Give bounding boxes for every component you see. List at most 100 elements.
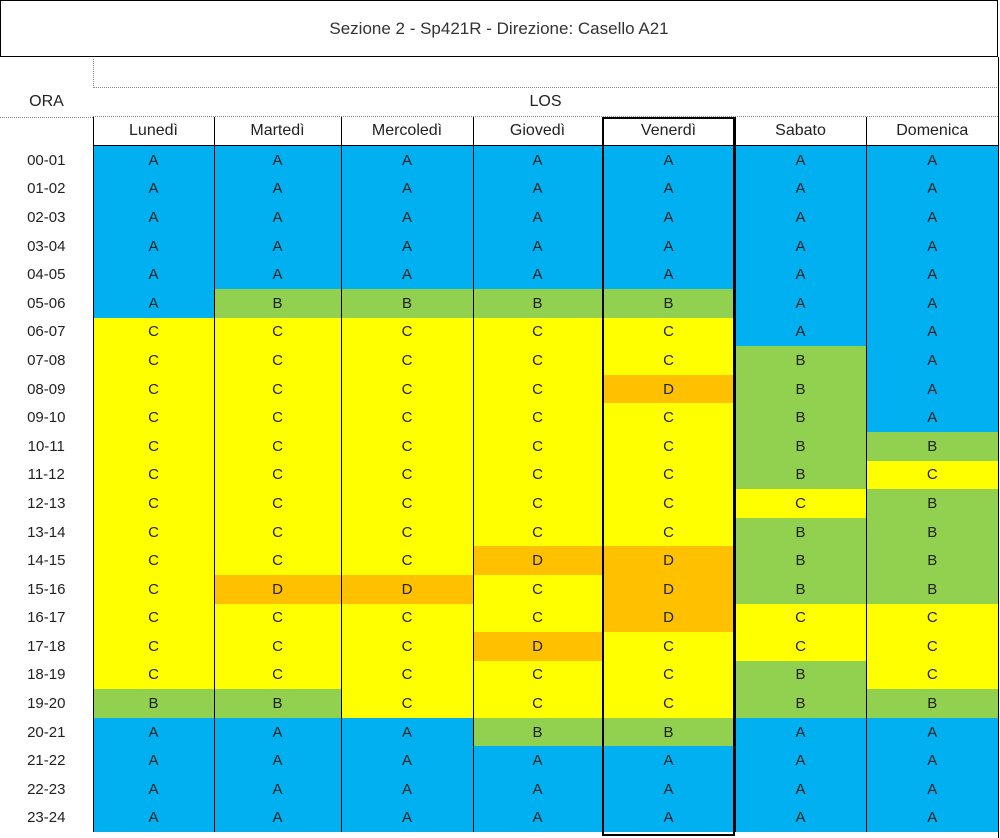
table-row: 21-22 A A A A A A A: [0, 746, 998, 776]
los-cell: A: [92, 145, 214, 175]
los-cell: C: [340, 546, 473, 575]
los-cell: A: [213, 231, 341, 261]
header-spacer: [93, 59, 999, 88]
los-cell: C: [472, 374, 602, 404]
los-cell: C: [472, 403, 602, 432]
los-cell: C: [865, 660, 998, 690]
los-cell: A: [213, 746, 341, 776]
hour-label: 00-01: [27, 151, 66, 169]
los-cell: C: [472, 517, 602, 547]
los-cell: A: [601, 174, 735, 204]
los-cell: C: [92, 632, 214, 661]
los-cell: C: [340, 603, 473, 633]
los-cell: C: [601, 660, 735, 690]
los-cell: A: [601, 775, 735, 804]
los-cell: C: [601, 403, 735, 432]
los-cell: A: [734, 317, 866, 347]
hour-label: 14-15: [27, 552, 66, 570]
los-cell: A: [865, 260, 998, 289]
los-cell: C: [472, 346, 602, 375]
ora-header: ORA: [29, 93, 64, 110]
los-cell: C: [92, 546, 214, 575]
los-cell: C: [92, 317, 214, 347]
los-cell: B: [734, 689, 866, 718]
los-cell: A: [92, 260, 214, 289]
los-cell: C: [340, 489, 473, 518]
los-cell: A: [213, 260, 341, 289]
hour-label: 10-11: [27, 437, 65, 455]
day-header: Domenica: [865, 117, 998, 146]
los-cell: A: [340, 145, 473, 175]
los-cell: A: [213, 145, 341, 175]
los-cell: A: [601, 260, 735, 289]
los-cell: A: [865, 374, 998, 404]
los-cell: A: [340, 203, 473, 232]
los-cell: C: [734, 603, 866, 633]
los-cell: A: [865, 231, 998, 261]
los-cell: A: [472, 775, 602, 804]
day-header: Venerdì: [601, 117, 735, 146]
los-group-header: LOS: [93, 87, 998, 117]
los-cell: A: [865, 775, 998, 804]
los-cell: D: [472, 632, 602, 661]
los-cell: A: [92, 203, 214, 232]
table-row: 10-11 C C C C C B B: [0, 431, 998, 461]
hour-label: 20-21: [27, 723, 66, 741]
los-cell: B: [865, 546, 998, 575]
los-cell: B: [865, 489, 998, 518]
los-cell: D: [340, 574, 473, 604]
hour-label: 13-14: [27, 523, 66, 541]
table-row: 13-14 C C C C C B B: [0, 517, 998, 547]
los-cell: B: [213, 689, 341, 718]
los-cell: C: [92, 346, 214, 375]
los-cell: B: [472, 717, 602, 747]
table-row: 23-24 A A A A A A A: [0, 803, 998, 833]
los-cell: C: [601, 431, 735, 461]
los-cell: C: [865, 603, 998, 633]
los-cell: A: [472, 203, 602, 232]
los-cell: A: [734, 746, 866, 776]
table-row: 17-18 C C C D C C C: [0, 632, 998, 661]
los-cell: C: [472, 489, 602, 518]
los-cell: A: [865, 145, 998, 175]
los-cell: B: [734, 431, 866, 461]
los-cell: A: [472, 145, 602, 175]
los-cell: A: [92, 231, 214, 261]
table-row: 12-13 C C C C C C B: [0, 489, 998, 518]
table-row: 07-08 C C C C C B A: [0, 346, 998, 375]
table-row: 02-03 A A A A A A A: [0, 203, 998, 232]
day-header: Mercoledì: [340, 117, 473, 146]
los-cell: B: [472, 288, 602, 318]
los-cell: C: [213, 403, 341, 432]
hour-label: 18-19: [27, 666, 66, 684]
los-cell: A: [340, 174, 473, 204]
los-cell: C: [340, 460, 473, 490]
los-cell: C: [340, 317, 473, 347]
los-cell: A: [601, 231, 735, 261]
los-cell: A: [340, 803, 473, 833]
los-cell: A: [340, 775, 473, 804]
day-header: Lunedì: [92, 117, 214, 146]
day-header: Martedì: [213, 117, 341, 146]
table-row: 04-05 A A A A A A A: [0, 260, 998, 289]
los-cell: C: [601, 632, 735, 661]
day-header: Sabato: [734, 117, 866, 146]
los-cell: B: [865, 431, 998, 461]
los-cell: C: [472, 689, 602, 718]
hour-label: 15-16: [27, 580, 66, 598]
los-cell: A: [340, 231, 473, 261]
los-cell: A: [472, 746, 602, 776]
los-cell: C: [865, 460, 998, 490]
los-cell: C: [213, 431, 341, 461]
los-cell: A: [734, 145, 866, 175]
los-cell: A: [340, 717, 473, 747]
los-cell: B: [734, 660, 866, 690]
table-row: 09-10 C C C C C B A: [0, 403, 998, 432]
los-cell: C: [340, 403, 473, 432]
los-cell: C: [340, 431, 473, 461]
los-cell: A: [472, 260, 602, 289]
hour-label: 01-02: [27, 180, 66, 198]
los-cell: C: [92, 431, 214, 461]
los-cell: D: [213, 574, 341, 604]
table-row: 22-23 A A A A A A A: [0, 775, 998, 804]
